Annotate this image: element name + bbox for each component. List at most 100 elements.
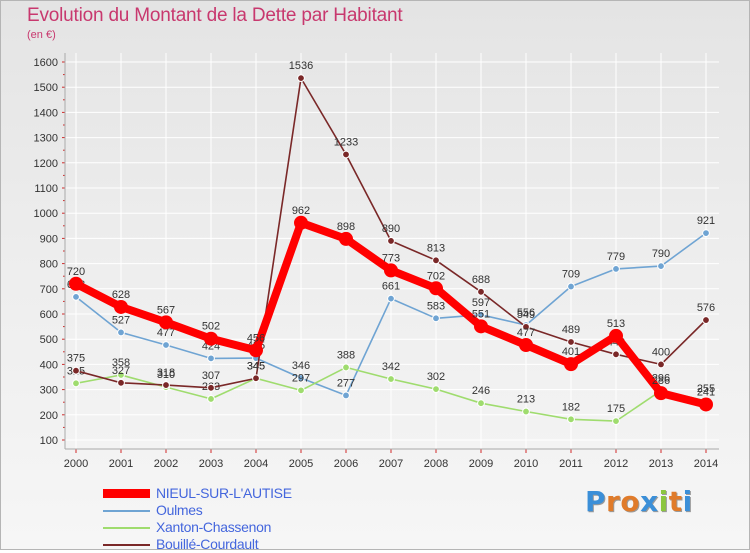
data-point xyxy=(117,328,125,337)
y-tick-label: 1400 xyxy=(34,107,58,119)
x-tick-label: 2010 xyxy=(514,458,538,470)
data-point xyxy=(342,391,350,400)
data-point xyxy=(162,381,170,389)
data-label: 302 xyxy=(427,371,445,383)
data-point xyxy=(72,292,80,301)
y-tick-label: 600 xyxy=(40,309,58,321)
data-point xyxy=(384,263,398,278)
data-label: 890 xyxy=(382,223,400,235)
data-point xyxy=(429,281,443,296)
data-point xyxy=(702,316,710,324)
data-label: 688 xyxy=(472,274,490,286)
data-label: 456 xyxy=(247,332,265,344)
data-point xyxy=(522,322,530,331)
data-label: 318 xyxy=(157,367,175,379)
data-label: 661 xyxy=(382,281,400,293)
data-point xyxy=(702,229,710,238)
data-label: 790 xyxy=(652,248,670,260)
y-tick-label: 900 xyxy=(40,233,58,245)
data-point xyxy=(477,310,485,319)
data-point xyxy=(114,299,128,314)
data-label: 583 xyxy=(427,300,445,312)
data-label: 286 xyxy=(652,375,670,387)
data-label: 813 xyxy=(427,242,445,254)
data-label: 400 xyxy=(652,346,670,358)
legend-label: NIEUL-SUR-L'AUTISE xyxy=(156,485,292,501)
data-label: 1536 xyxy=(289,60,313,72)
series-oulmes: 6685274774244253462776615835975567097797… xyxy=(67,215,715,400)
y-tick-label: 800 xyxy=(40,259,58,271)
data-label: 556 xyxy=(517,307,535,319)
legend-label: Xanton-Chassenon xyxy=(156,519,272,535)
data-label: 477 xyxy=(517,327,535,339)
data-point xyxy=(522,407,530,416)
x-tick-label: 2014 xyxy=(694,458,718,470)
x-tick-label: 2007 xyxy=(379,458,403,470)
data-label: 255 xyxy=(697,383,715,395)
x-tick-label: 2002 xyxy=(154,458,178,470)
x-tick-label: 2005 xyxy=(289,458,313,470)
data-point xyxy=(117,378,125,387)
legend-swatch xyxy=(103,527,150,529)
y-tick-label: 1200 xyxy=(34,158,58,170)
data-label: 277 xyxy=(337,377,355,389)
y-tick-label: 700 xyxy=(40,284,58,296)
data-point xyxy=(387,375,395,383)
data-label: 489 xyxy=(562,324,580,336)
series-bouill-courdault: 3753273183073451536123389081368854948944… xyxy=(67,60,715,392)
data-label: 345 xyxy=(247,360,265,372)
data-label: 182 xyxy=(562,401,580,413)
data-label: 779 xyxy=(607,251,625,263)
data-label: 241 xyxy=(697,386,715,398)
data-label: 921 xyxy=(697,215,715,227)
data-label: 567 xyxy=(157,304,175,316)
data-point xyxy=(72,379,80,388)
data-label: 327 xyxy=(112,365,130,377)
legend-label: Oulmes xyxy=(156,502,203,518)
data-point xyxy=(207,395,215,403)
data-label: 962 xyxy=(292,205,310,217)
data-label: 576 xyxy=(697,302,715,314)
series-nieul-sur-l-autise: 720 628 567 502 456 962 898 773 702 551 477 401 513 2… xyxy=(67,205,715,412)
data-label: 502 xyxy=(202,321,220,333)
data-label: 213 xyxy=(517,394,535,406)
data-label: 401 xyxy=(562,346,580,358)
data-point xyxy=(339,231,353,246)
y-tick-label: 400 xyxy=(40,359,58,371)
data-point xyxy=(342,363,350,372)
data-label: 307 xyxy=(202,370,220,382)
data-point xyxy=(207,383,215,392)
data-point xyxy=(654,386,668,401)
data-label: 310 xyxy=(157,369,175,381)
data-label: 628 xyxy=(112,289,130,301)
y-tick-label: 300 xyxy=(40,385,58,397)
x-tick-label: 2011 xyxy=(559,458,583,470)
data-point xyxy=(159,315,173,330)
data-label: 597 xyxy=(472,297,490,309)
data-label: 375 xyxy=(67,353,85,365)
data-point xyxy=(612,264,620,273)
data-point xyxy=(72,366,80,375)
data-point xyxy=(69,276,83,291)
data-point xyxy=(699,397,713,412)
x-tick-label: 2009 xyxy=(469,458,493,470)
data-label: 297 xyxy=(292,372,310,384)
y-tick-label: 200 xyxy=(40,410,58,422)
data-point xyxy=(387,237,395,245)
y-tick-label: 1500 xyxy=(34,82,58,94)
data-label: 702 xyxy=(427,270,445,282)
data-label: 1233 xyxy=(334,136,358,148)
data-label: 773 xyxy=(382,252,400,264)
data-point xyxy=(387,294,395,303)
x-tick-label: 2012 xyxy=(604,458,628,470)
data-point xyxy=(474,319,488,334)
data-point xyxy=(294,215,308,230)
data-label: 898 xyxy=(337,221,355,233)
data-label: 527 xyxy=(112,314,130,326)
data-label: 346 xyxy=(292,360,310,372)
proxiti-logo: Proxiti xyxy=(585,485,693,518)
data-point xyxy=(657,360,665,369)
data-point xyxy=(612,417,620,426)
data-label: 477 xyxy=(157,327,175,339)
